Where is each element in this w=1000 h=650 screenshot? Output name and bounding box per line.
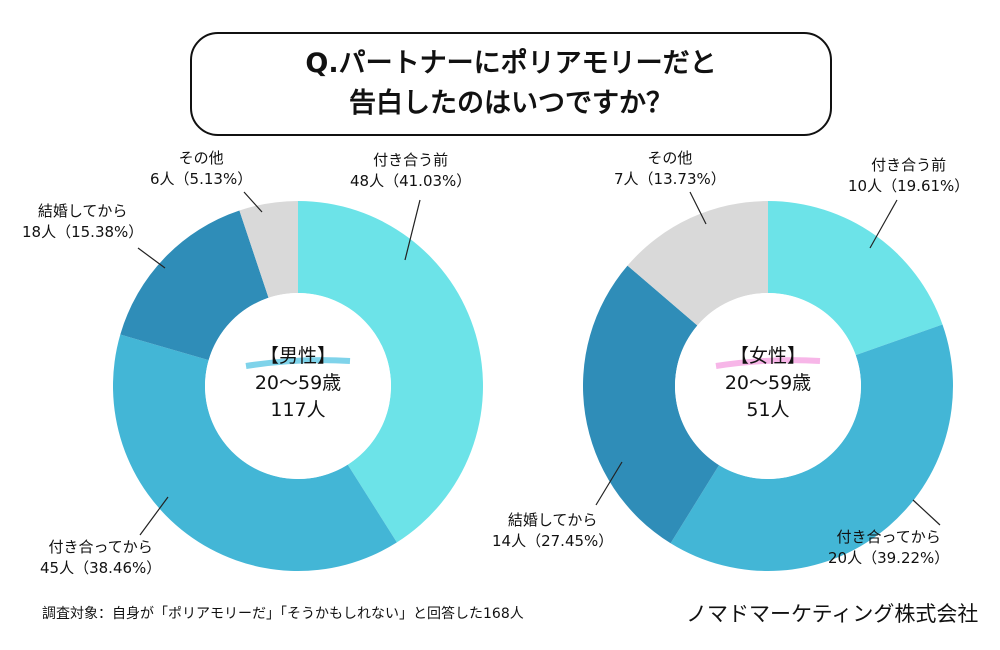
title-line-2: 告白したのはいつですか？: [349, 88, 673, 119]
female-label-other: その他 7人（13.73%）: [614, 149, 726, 188]
male-slice-other: [239, 201, 298, 298]
leader-line: [869, 199, 898, 249]
leader-line: [689, 191, 707, 225]
female-center-label: 【女性】 20〜59歳 51人: [724, 345, 812, 421]
donut-hole: [675, 293, 861, 479]
leader-line: [139, 496, 169, 536]
male-slice-before: [298, 201, 484, 543]
male-label-married: 結婚してから 18人（15.38%）: [22, 202, 144, 241]
female-slice-after: [670, 324, 953, 571]
leader-line: [137, 247, 166, 269]
leader-line: [912, 499, 941, 526]
male-label-before: 付き合う前 48人（41.03%）: [350, 151, 472, 190]
leader-line: [243, 191, 263, 213]
male-slice-married: [120, 210, 269, 361]
brand-name: ノマドマーケティング株式会社: [686, 602, 979, 626]
male-slice-after: [112, 334, 397, 572]
female-slice-married: [583, 265, 720, 544]
male-label-after: 付き合ってから 45人（38.46%）: [40, 538, 162, 577]
female-label-after: 付き合ってから 20人（39.22%）: [828, 528, 950, 567]
leader-line: [595, 461, 623, 506]
title-line-1: Q.パートナーにポリアモリーだと: [305, 48, 717, 79]
highlight-mark: [715, 357, 821, 369]
highlight-mark: [245, 357, 351, 369]
male-center-label: 【男性】 20〜59歳 117人: [254, 345, 342, 421]
female-label-before: 付き合う前 10人（19.61%）: [848, 156, 970, 195]
chart-title: Q.パートナーにポリアモリーだと 告白したのはいつですか？: [190, 32, 832, 136]
female-label-married: 結婚してから 14人（27.45%）: [492, 511, 614, 550]
male-label-other: その他 6人（5.13%）: [150, 149, 253, 188]
female-slice-other: [627, 201, 768, 326]
survey-note: 調査対象：自身が「ポリアモリーだ」「そうかもしれない」と回答した168人: [42, 606, 524, 622]
female-slice-before: [768, 201, 943, 356]
leader-line: [404, 199, 421, 261]
donut-hole: [205, 293, 391, 479]
